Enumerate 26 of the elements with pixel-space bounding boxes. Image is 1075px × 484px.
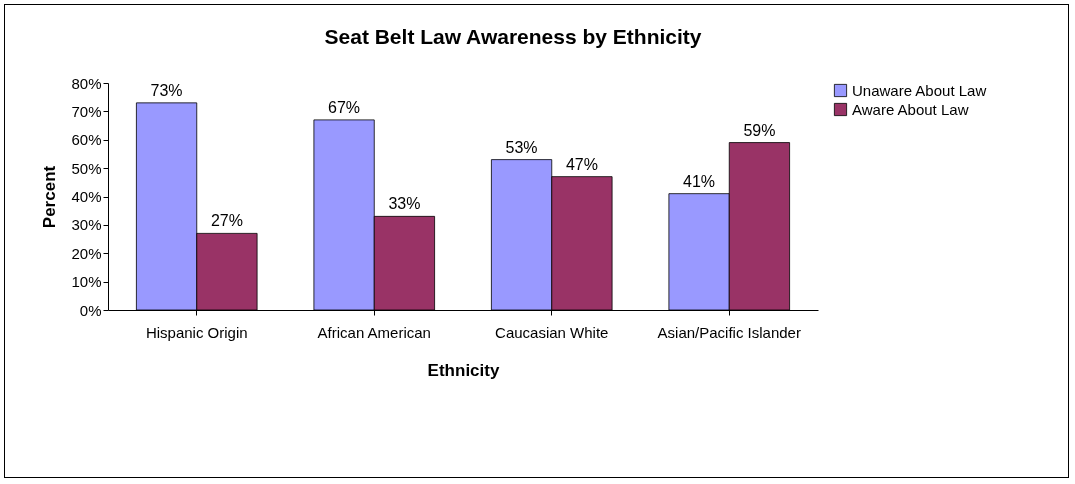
y-tick-label: 30% — [71, 216, 102, 234]
y-tick-label: 80% — [71, 74, 102, 92]
y-tick-label: 50% — [71, 159, 102, 177]
data-label: 59% — [743, 121, 776, 139]
data-label: 33% — [388, 195, 421, 213]
y-axis-title: Percent — [40, 165, 60, 229]
y-tick-label: 10% — [71, 273, 102, 291]
data-label: 41% — [683, 172, 716, 190]
data-label: 53% — [505, 138, 538, 156]
data-label: 73% — [150, 81, 183, 99]
y-tick-label: 0% — [79, 301, 102, 319]
y-tick-label: 70% — [71, 102, 102, 120]
data-label: 67% — [328, 98, 361, 116]
chart-title: Seat Belt Law Awareness by Ethnicity — [324, 25, 702, 48]
x-tick-label: African American — [317, 323, 431, 341]
legend-label: Unaware About Law — [852, 81, 987, 99]
y-tick-label: 60% — [71, 131, 102, 149]
data-label: 27% — [210, 212, 243, 230]
x-tick-label: Asian/Pacific Islander — [657, 323, 801, 341]
data-label: 47% — [565, 155, 598, 173]
legend-label: Aware About Law — [852, 100, 969, 118]
y-tick-label: 40% — [71, 188, 102, 205]
x-tick-label: Hispanic Origin — [145, 323, 248, 341]
x-axis-title: Ethnicity — [427, 360, 500, 380]
x-tick-label: Caucasian White — [495, 323, 609, 341]
y-tick-label: 20% — [71, 244, 102, 262]
